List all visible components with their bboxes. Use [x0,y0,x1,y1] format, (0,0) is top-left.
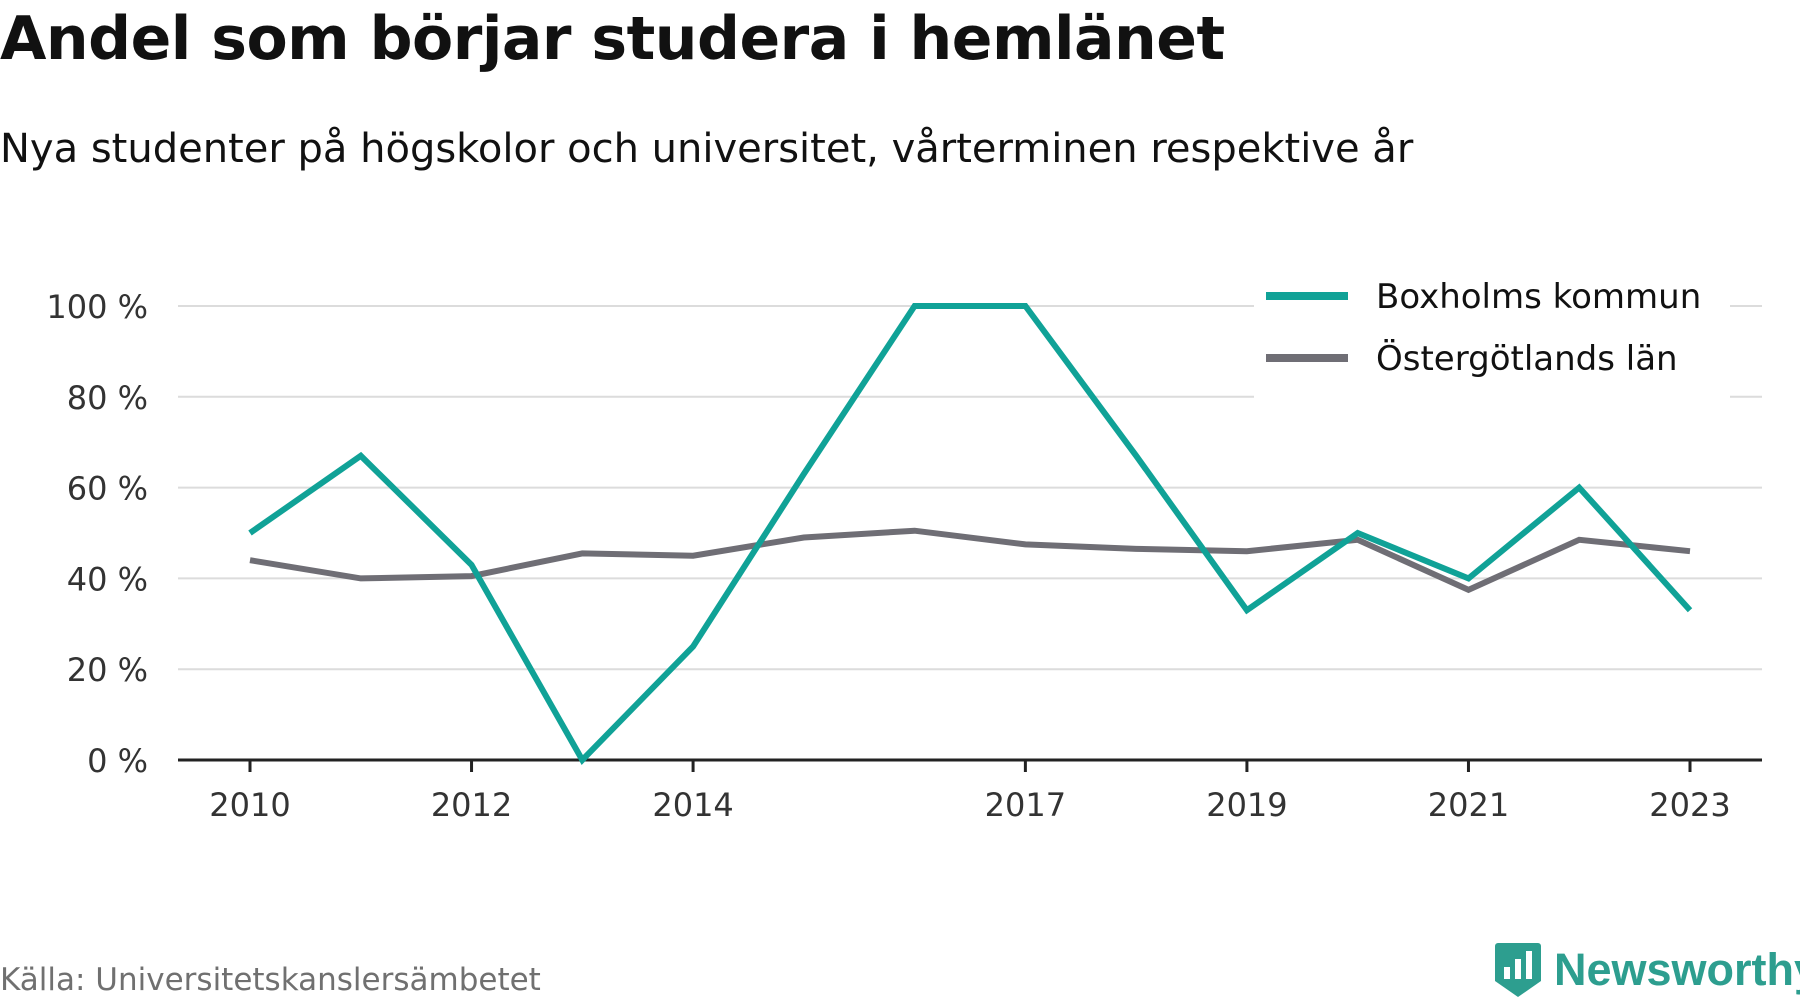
brand-logo: Newsworthy [1494,938,1800,1002]
chart-title: Andel som börjar studera i hemlänet [0,4,1225,74]
x-tick-label: 2019 [1206,786,1287,824]
legend-background [1254,270,1730,398]
y-tick-label: 100 % [46,288,148,326]
source-note: Källa: Universitetskanslersämbetet [0,962,541,998]
x-tick-label: 2010 [209,786,290,824]
x-tick-label: 2023 [1649,786,1730,824]
x-tick-label: 2017 [985,786,1066,824]
brand-name: Newsworthy [1554,944,1800,995]
axes: 0 % 20 % 40 % 60 % 80 % 100 % 2010 2012 2014 2017… [46,288,1762,824]
y-tick-label: 60 % [67,470,148,508]
x-tick-label: 2021 [1428,786,1509,824]
series-lines [248,303,1693,765]
x-tick-label: 2014 [652,786,733,824]
series-line-1 [248,303,1693,765]
legend-label: Östergötlands län [1376,338,1678,379]
line-chart: 0 % 20 % 40 % 60 % 80 % 100 % 2010 2012 2014 2017… [46,270,1762,824]
y-tick-label: 80 % [67,379,148,417]
newsworthy-logo-icon [1495,943,1541,997]
legend: Boxholms kommun Östergötlands län [1254,270,1730,398]
x-tick-label: 2012 [431,786,512,824]
y-tick-label: 40 % [67,560,148,598]
y-tick-label: 0 % [87,742,148,780]
series-line-2 [249,527,1691,594]
chart-subtitle: Nya studenter på högskolor och universit… [0,126,1414,172]
y-tick-label: 20 % [67,651,148,689]
legend-label: Boxholms kommun [1376,277,1701,317]
